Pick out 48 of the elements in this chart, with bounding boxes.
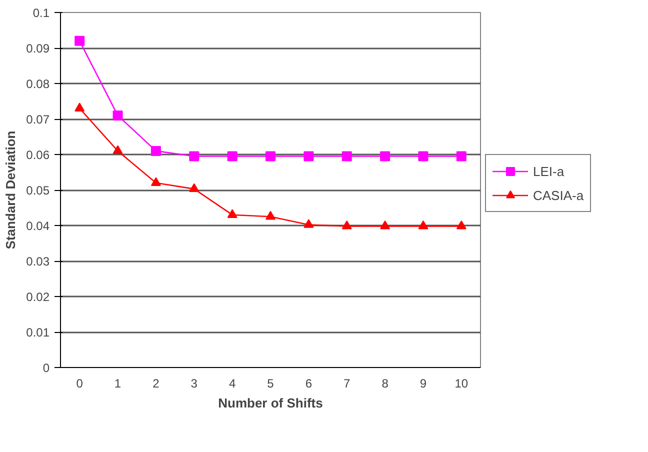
point <box>342 151 352 162</box>
legend-label: CASIA-a <box>533 188 584 202</box>
point <box>380 151 390 162</box>
y-tick-label: 0.01 <box>26 326 50 340</box>
y-tick-label: 0.05 <box>26 184 50 198</box>
point <box>304 219 314 228</box>
y-tick-label: 0.07 <box>26 112 50 126</box>
x-tick-label: 0 <box>76 376 84 390</box>
x-tick-label: 6 <box>305 376 312 390</box>
y-tick-label: 0.08 <box>26 77 50 91</box>
x-axis-title: Number of Shifts <box>218 396 323 410</box>
point <box>342 220 352 230</box>
x-tick-label: 9 <box>420 376 427 390</box>
x-tick-label: 4 <box>228 376 236 390</box>
point <box>227 151 238 162</box>
point <box>189 183 200 192</box>
point <box>74 36 85 46</box>
point <box>380 220 390 230</box>
y-tick-label: 0.04 <box>26 219 50 233</box>
point <box>189 151 200 162</box>
y-tick-label: 0.1 <box>32 6 50 20</box>
x-tick-label: 2 <box>152 376 160 390</box>
x-tick-label: 3 <box>190 376 198 390</box>
y-tick-label: 0.09 <box>26 42 50 56</box>
legend-label: LEI-a <box>533 164 564 178</box>
point <box>266 210 276 220</box>
point <box>112 145 123 154</box>
point <box>418 151 428 162</box>
x-tick-label: 10 <box>454 376 468 390</box>
y-axis-title: Standard Deviation <box>3 130 18 250</box>
point <box>150 146 161 156</box>
point <box>266 151 276 162</box>
point <box>418 220 428 230</box>
x-tick-label: 1 <box>114 376 122 390</box>
point <box>227 209 238 218</box>
y-tick-label: 0.02 <box>26 290 50 304</box>
y-tick-label: 0.03 <box>26 254 50 268</box>
point <box>456 151 466 162</box>
y-tick-label: 0.06 <box>26 148 50 162</box>
x-tick-label: 8 <box>382 376 389 390</box>
point <box>112 110 123 120</box>
x-tick-label: 5 <box>267 376 274 390</box>
point <box>74 102 85 112</box>
point <box>456 220 466 230</box>
y-tick-label: 0 <box>42 361 50 375</box>
point <box>150 177 161 186</box>
point <box>304 151 314 162</box>
x-tick-label: 7 <box>344 376 351 390</box>
